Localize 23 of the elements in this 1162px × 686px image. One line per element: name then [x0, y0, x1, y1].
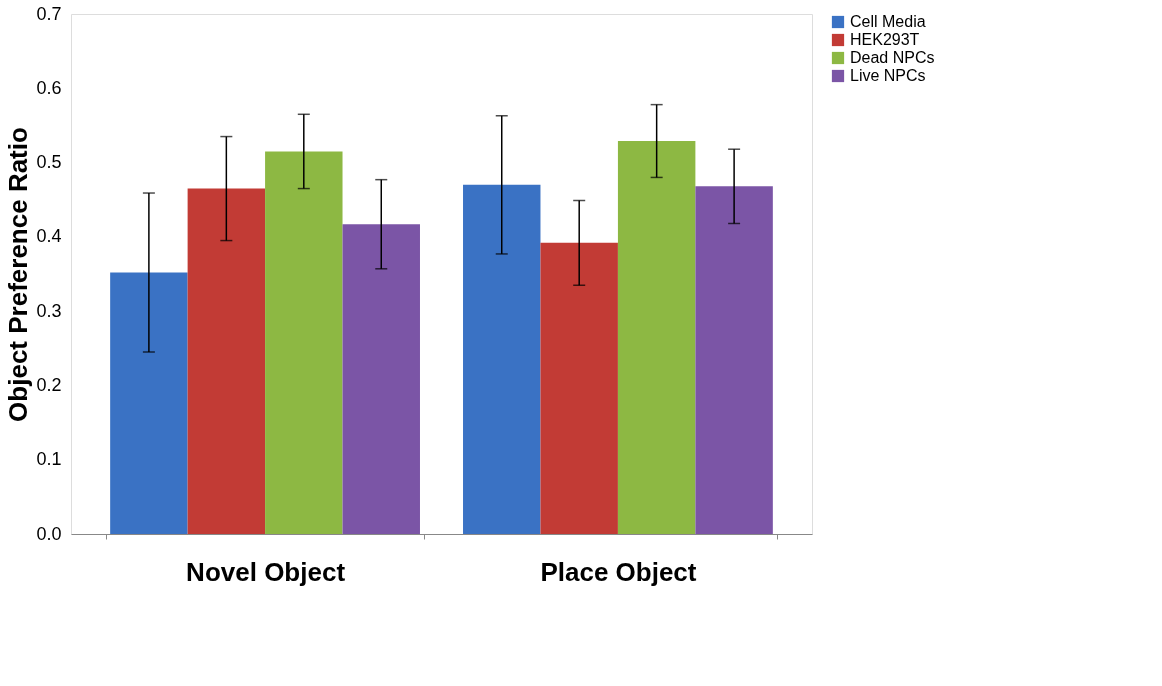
bar [265, 151, 343, 534]
bar [695, 186, 773, 534]
bar [540, 242, 618, 534]
y-tick-label: 0.5 [36, 152, 62, 173]
bar [463, 184, 541, 534]
legend-label: Cell Media [850, 13, 926, 30]
bar [110, 272, 188, 534]
bar [187, 188, 266, 534]
y-axis-title: Object Preference Ratio [3, 127, 34, 422]
y-tick-label: 0.1 [36, 449, 62, 470]
bar [342, 224, 420, 534]
y-tick-label: 0.2 [36, 374, 62, 395]
x-tick-label: Novel Object [186, 556, 346, 587]
y-tick-label: 0.6 [36, 77, 62, 98]
legend-label: Live NPCs [850, 67, 926, 84]
y-tick-label: 0.0 [36, 523, 62, 544]
y-tick-label: 0.7 [36, 3, 62, 24]
legend-label: HEK293T [850, 31, 920, 48]
y-tick-label: 0.3 [36, 300, 62, 321]
y-tick-label: 0.4 [36, 226, 62, 247]
legend-label: Dead NPCs [850, 49, 935, 66]
x-tick-label: Place Object [540, 556, 697, 587]
bar [617, 141, 696, 534]
